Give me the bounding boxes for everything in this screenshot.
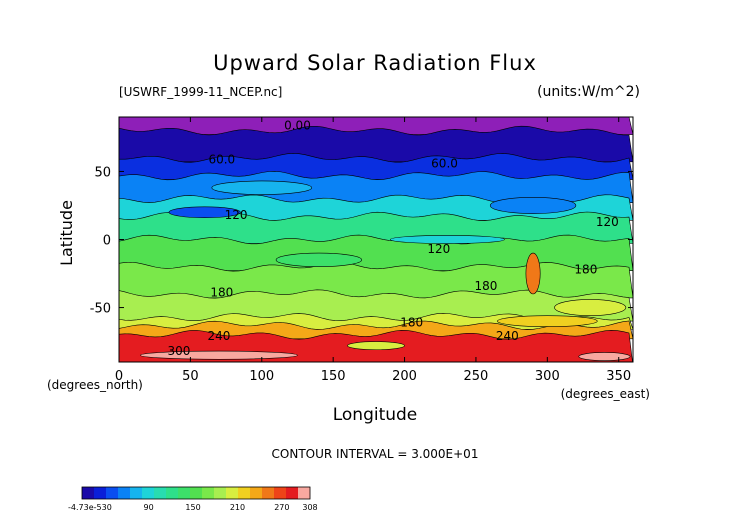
x-tick-label: 350	[606, 369, 631, 384]
x-tick-label: 300	[535, 369, 560, 384]
axes: 0 50 100 150 200 250 300 350 50 0 -50	[90, 116, 634, 384]
colorbar-label: -4.73e-530	[68, 503, 112, 512]
contour-label: 60.0	[431, 156, 458, 170]
field-blob	[497, 315, 598, 327]
chart-title: Upward Solar Radiation Flux	[213, 51, 537, 75]
contour-label: 180	[574, 263, 597, 277]
colorbar-swatch	[130, 487, 143, 499]
x-tick-label: 100	[249, 369, 274, 384]
colorbar-swatch	[262, 487, 275, 499]
x-tick-label: 150	[321, 369, 346, 384]
field-blob	[140, 350, 298, 360]
colorbar-swatch	[238, 487, 251, 499]
x-tick-label: 200	[392, 369, 417, 384]
contour-label: 120	[427, 242, 450, 256]
colorbar-frame	[81, 486, 311, 500]
colorbar-swatch	[106, 487, 119, 499]
field-blob	[211, 180, 313, 195]
y-tick-label: 0	[103, 234, 111, 249]
colorbar-swatch	[274, 487, 287, 499]
y-tick-label: 50	[94, 165, 111, 180]
x-tick-label: 250	[464, 369, 489, 384]
field-band	[119, 261, 633, 299]
colorbar-swatch	[118, 487, 131, 499]
contour-interval-text: CONTOUR INTERVAL = 3.000E+01	[272, 447, 479, 461]
colorbar-swatch	[94, 487, 107, 499]
colorbar-swatch	[298, 487, 311, 499]
colorbar-swatch	[190, 487, 203, 499]
colorbar-swatch	[250, 487, 263, 499]
contour-label: 0.00	[284, 118, 311, 132]
colorbar-swatch	[214, 487, 227, 499]
colorbar-swatch	[226, 487, 239, 499]
contour-label: 240	[207, 329, 230, 343]
contour-label: 240	[496, 329, 519, 343]
colorbar-swatch	[82, 487, 95, 499]
colorbar-label: 308	[302, 503, 317, 512]
contour-label: 60.0	[208, 152, 235, 166]
x-tick-label: 50	[182, 369, 199, 384]
field-band	[119, 125, 633, 163]
colorbar-swatch	[178, 487, 191, 499]
field-blob	[489, 197, 577, 214]
contour-label: 180	[400, 316, 423, 330]
field-blob	[389, 235, 505, 244]
x-unit-label: (degrees_east)	[561, 387, 650, 401]
contour-label: 300	[168, 344, 191, 358]
colorbar-label: 270	[274, 503, 289, 512]
colorbar: -4.73e-530 90 150 210 270 308	[68, 486, 318, 512]
y-tick-label: -50	[90, 302, 111, 317]
field-band	[119, 171, 633, 203]
contour-label: 120	[225, 208, 248, 222]
field-blob	[347, 341, 405, 351]
field-band	[119, 153, 633, 180]
contour-labels: 0.00 60.0 60.0 120 120 120 180 180 180 180 240 240 3…	[168, 118, 619, 358]
x-tick-label: 0	[115, 369, 123, 384]
file-label: [USWRF_1999-11_NCEP.nc]	[119, 85, 282, 99]
colorbar-swatch	[166, 487, 179, 499]
contour-label: 120	[596, 215, 619, 229]
field-blob	[168, 206, 241, 219]
field-blob	[525, 252, 541, 295]
units-label: (units:W/m^2)	[537, 84, 640, 100]
colorbar-swatch	[154, 487, 167, 499]
colorbar-swatch	[286, 487, 299, 499]
field-blob	[275, 252, 363, 268]
colorbar-label: 90	[144, 503, 154, 512]
colorbar-label: 150	[185, 503, 200, 512]
field-band	[119, 234, 633, 272]
y-unit-label: (degrees_north)	[47, 378, 143, 392]
colorbar-swatch	[202, 487, 215, 499]
contour-label: 180	[474, 279, 497, 293]
y-axis-label: Latitude	[57, 200, 76, 266]
contour-label: 180	[210, 286, 233, 300]
colorbar-swatch	[142, 487, 155, 499]
x-axis-label: Longitude	[333, 405, 418, 425]
field-band	[119, 289, 633, 322]
plot-area	[119, 117, 633, 362]
field-blob	[578, 352, 631, 361]
field-blob	[554, 299, 627, 317]
colorbar-label: 210	[230, 503, 245, 512]
